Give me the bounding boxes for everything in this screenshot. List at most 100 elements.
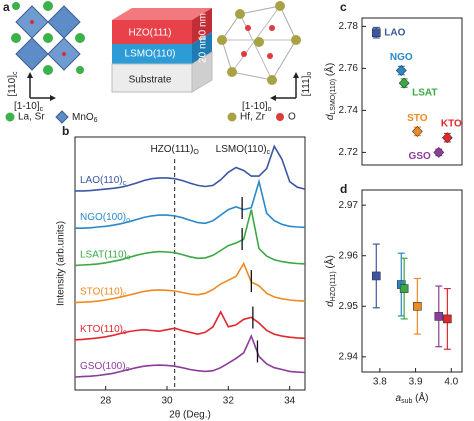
data-point bbox=[433, 146, 445, 158]
annotation-sub: O bbox=[193, 149, 199, 156]
atom bbox=[227, 67, 237, 77]
y-axis-label-main: d bbox=[325, 301, 336, 307]
point-label: GSO bbox=[409, 151, 431, 162]
layer-label: LSMO(110) bbox=[125, 49, 176, 60]
direction-text: [1-10] bbox=[14, 101, 40, 112]
direction-sub: o bbox=[306, 72, 313, 76]
spectrum-line bbox=[74, 209, 306, 267]
direction-sub: c bbox=[40, 106, 44, 113]
panel-letter: d bbox=[340, 182, 347, 196]
atom bbox=[241, 51, 247, 57]
y-axis-label-unit: (Å) bbox=[323, 63, 336, 79]
layer bbox=[112, 20, 192, 44]
y-tick-label: 2.78 bbox=[339, 21, 359, 32]
x-tick-label: 34 bbox=[284, 396, 296, 407]
series-label: NGO(100)o bbox=[80, 212, 130, 224]
atom bbox=[75, 33, 85, 43]
legend-label: MnO6 bbox=[72, 112, 98, 124]
data-point bbox=[434, 312, 444, 321]
x-axis-label-main: a bbox=[396, 393, 402, 404]
direction-label: [111]o bbox=[301, 72, 313, 97]
annotation-main: HZO(111) bbox=[150, 144, 193, 155]
top-face bbox=[112, 8, 212, 20]
x-tick-label: 4.0 bbox=[444, 377, 458, 388]
data-point bbox=[411, 125, 423, 137]
layer-label: HZO(111) bbox=[129, 28, 172, 39]
series-label-main: STO(110) bbox=[80, 286, 123, 297]
data-point bbox=[413, 301, 422, 311]
series-label-sub: o bbox=[126, 217, 130, 224]
legend-swatch bbox=[276, 113, 284, 121]
y-tick-label: 2.95 bbox=[339, 301, 359, 312]
atom bbox=[269, 25, 275, 31]
direction-text: [110] bbox=[7, 75, 18, 97]
perovskite-structure: [110]c [1-10]c La, Sr MnO6 bbox=[5, 1, 98, 124]
annotation: LSMO(110)c bbox=[216, 144, 271, 156]
cell-edge bbox=[239, 13, 273, 81]
spectrum-line bbox=[75, 178, 306, 229]
data-point bbox=[443, 314, 452, 324]
legend-text: MnO bbox=[72, 112, 94, 123]
series-label: LAO(110)c bbox=[80, 175, 127, 187]
spectrum-line bbox=[74, 334, 306, 378]
annotation-sub: c bbox=[267, 149, 271, 156]
annotation-main: LSMO(110) bbox=[216, 144, 267, 155]
arrowhead bbox=[27, 72, 33, 78]
spectrum-line bbox=[75, 144, 306, 192]
y-axis-label: dHZO(111) (Å) bbox=[323, 255, 337, 307]
atom bbox=[43, 33, 53, 43]
thickness-label: 10 nm bbox=[198, 13, 209, 41]
layer-label: Substrate bbox=[129, 75, 172, 86]
data-point bbox=[398, 77, 410, 89]
point-label: NGO bbox=[390, 52, 413, 63]
fluorite-structure: [111]o [1-10]o Hf, Zr O bbox=[217, 1, 313, 123]
y-axis-label-sub: HZO(111) bbox=[330, 271, 337, 301]
spectrum-line bbox=[74, 261, 306, 304]
plot-frame bbox=[361, 17, 463, 166]
atom bbox=[43, 65, 53, 75]
octahedron bbox=[47, 5, 81, 39]
series-label-sub: o bbox=[126, 366, 130, 373]
annotation: HZO(111)O bbox=[150, 144, 199, 156]
atom bbox=[217, 35, 227, 45]
atom bbox=[267, 53, 273, 59]
legend-label: Hf, Zr bbox=[240, 112, 266, 123]
x-axis-label: 2θ (Deg.) bbox=[169, 410, 211, 421]
panel-letter: b bbox=[62, 124, 69, 138]
legend-label: O bbox=[288, 112, 296, 123]
series-label: GSO(100)o bbox=[80, 361, 130, 373]
atom bbox=[62, 52, 66, 56]
atom bbox=[76, 66, 84, 74]
legend-label: La, Sr bbox=[18, 112, 45, 123]
arrowhead bbox=[270, 95, 276, 101]
data-point bbox=[371, 271, 381, 281]
layer-stack: HZO(111) LSMO(110) Substrate 10 nm 20 nm bbox=[111, 8, 213, 93]
y-tick-label: 2.72 bbox=[339, 147, 359, 158]
y-tick-label: 2.97 bbox=[339, 200, 359, 211]
series-label-sub: c bbox=[127, 254, 131, 261]
direction-label: [110]c bbox=[7, 71, 19, 97]
x-axis-label-sub: sub bbox=[401, 398, 412, 405]
series-label-sub: c bbox=[123, 180, 127, 187]
point-label: LAO bbox=[384, 27, 405, 38]
legend-swatch bbox=[55, 110, 69, 124]
x-axis-label: asub (Å) bbox=[396, 391, 429, 405]
x-axis-label-unit: (Å) bbox=[412, 391, 428, 404]
series-label-main: KTO(110) bbox=[80, 323, 123, 334]
x-tick-label: 28 bbox=[100, 396, 112, 407]
atom bbox=[12, 2, 20, 10]
x-tick-label: 30 bbox=[161, 396, 173, 407]
atom bbox=[43, 1, 53, 11]
plot-frame bbox=[361, 189, 463, 373]
side-face bbox=[192, 32, 212, 64]
point-label: KTO bbox=[441, 118, 462, 129]
atom bbox=[275, 1, 285, 11]
layer bbox=[111, 63, 193, 93]
data-point bbox=[371, 28, 381, 38]
arrowhead bbox=[50, 95, 56, 101]
x-tick-label: 3.8 bbox=[373, 377, 387, 388]
atom bbox=[291, 35, 301, 45]
atom bbox=[235, 9, 245, 19]
direction-sub: c bbox=[12, 71, 19, 75]
